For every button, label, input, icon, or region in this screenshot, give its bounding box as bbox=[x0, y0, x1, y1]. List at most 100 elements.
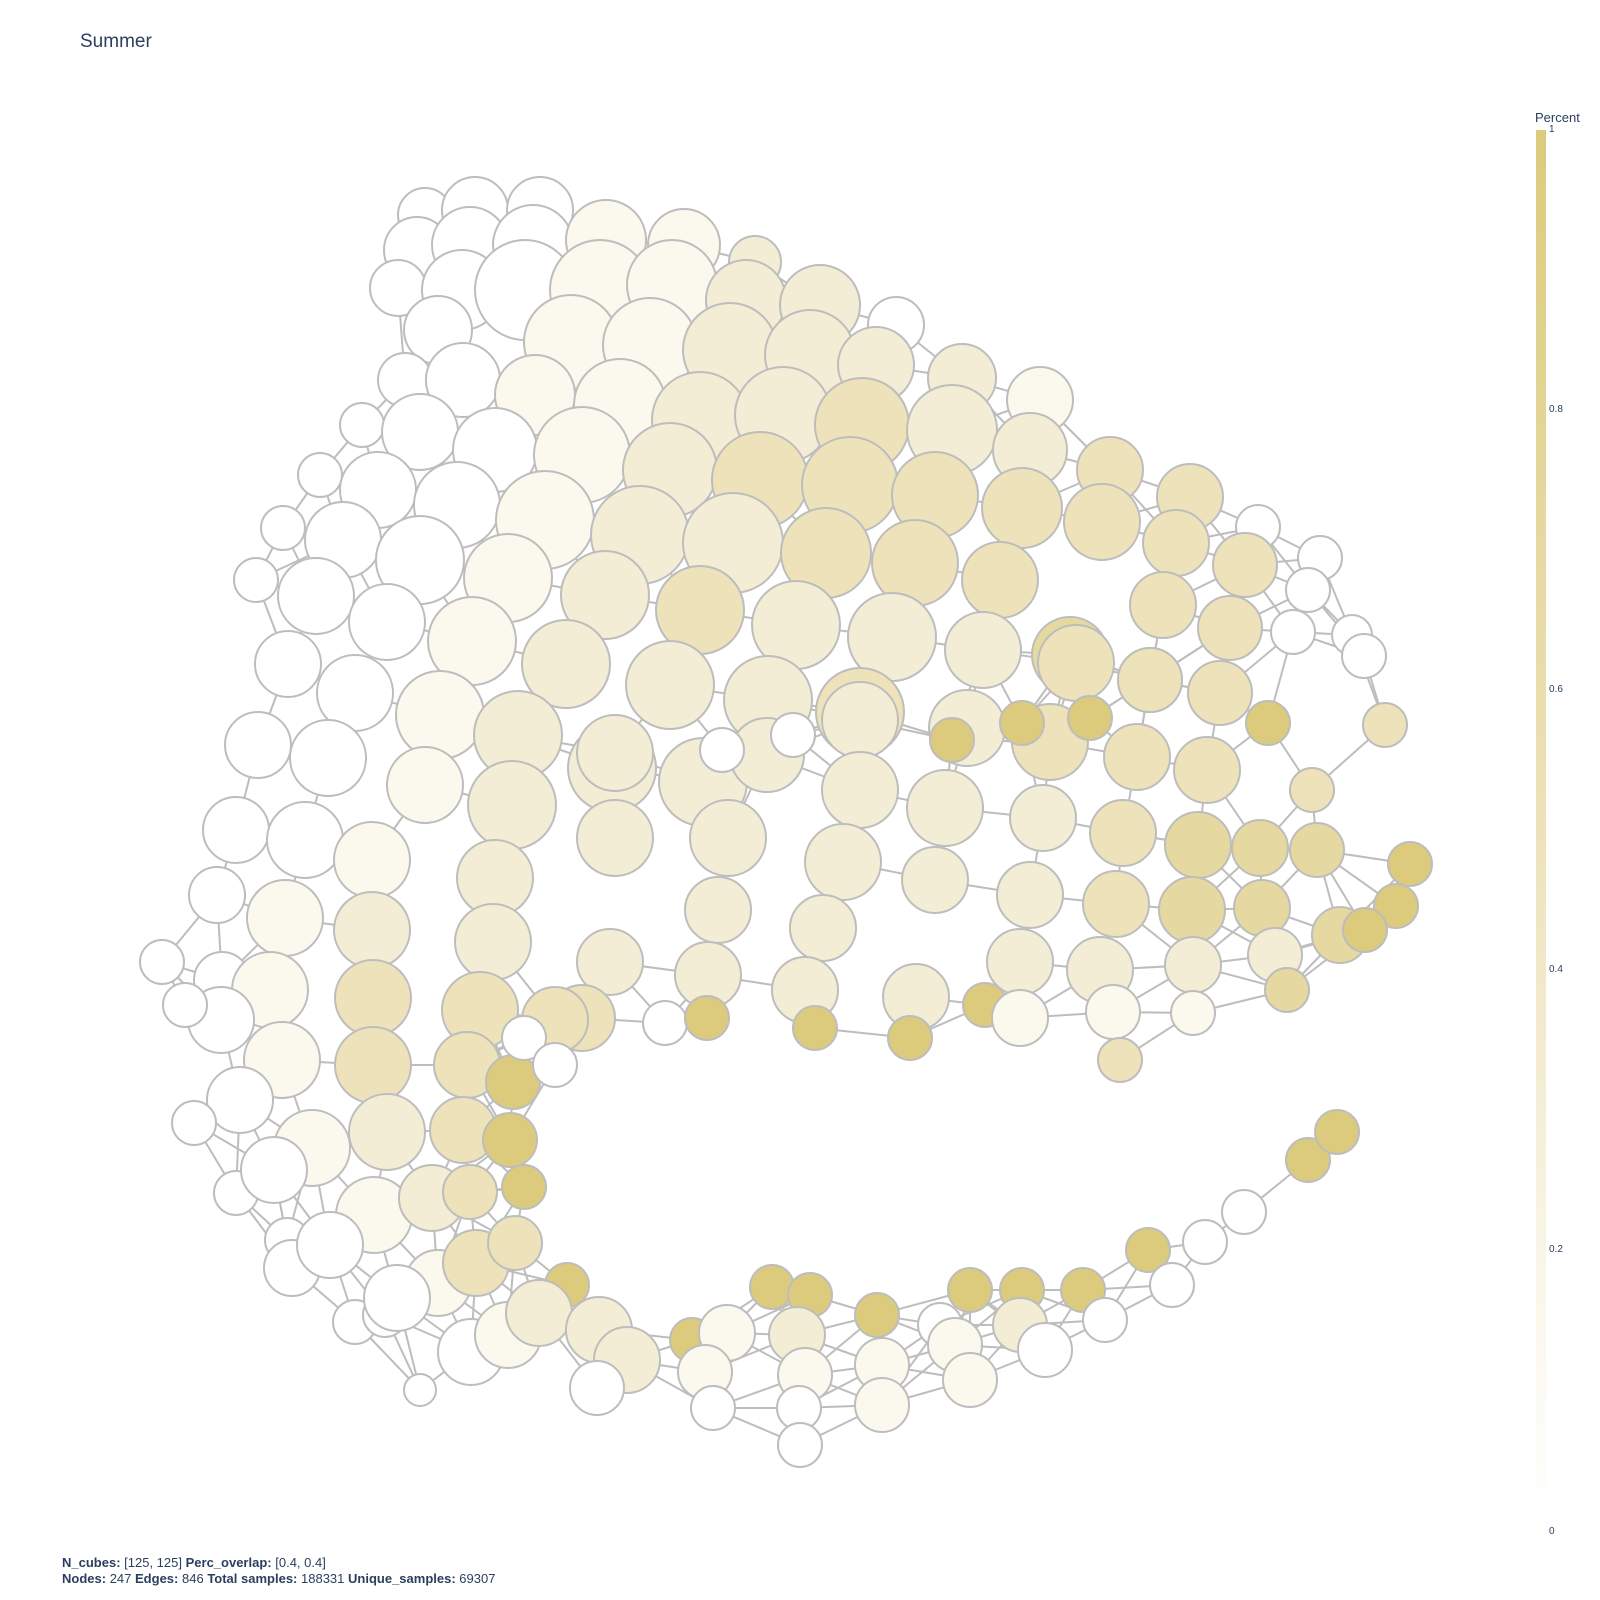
graph-node[interactable] bbox=[684, 876, 752, 944]
graph-node[interactable] bbox=[576, 714, 654, 792]
graph-node[interactable] bbox=[454, 903, 532, 981]
graph-node[interactable] bbox=[690, 1385, 736, 1431]
graph-node[interactable] bbox=[804, 823, 882, 901]
graph-node[interactable] bbox=[1089, 799, 1157, 867]
graph-node[interactable] bbox=[1285, 567, 1331, 613]
graph-node[interactable] bbox=[266, 801, 344, 879]
graph-node[interactable] bbox=[1085, 984, 1141, 1040]
graph-node[interactable] bbox=[1103, 723, 1171, 791]
graph-node[interactable] bbox=[240, 1136, 308, 1204]
graph-node[interactable] bbox=[642, 1000, 688, 1046]
graph-node[interactable] bbox=[981, 467, 1063, 549]
graph-node[interactable] bbox=[254, 630, 322, 698]
graph-node[interactable] bbox=[1289, 767, 1335, 813]
graph-node[interactable] bbox=[792, 1005, 838, 1051]
graph-node[interactable] bbox=[1197, 595, 1263, 661]
graph-node[interactable] bbox=[1231, 819, 1289, 877]
graph-node[interactable] bbox=[482, 1112, 538, 1168]
graph-node[interactable] bbox=[501, 1015, 547, 1061]
graph-node[interactable] bbox=[1233, 879, 1291, 937]
graph-node[interactable] bbox=[1285, 1137, 1331, 1183]
graph-node[interactable] bbox=[961, 541, 1039, 619]
graph-node[interactable] bbox=[1129, 571, 1197, 639]
graph-node[interactable] bbox=[1173, 736, 1241, 804]
graph-node[interactable] bbox=[1289, 822, 1345, 878]
graph-node[interactable] bbox=[1117, 647, 1183, 713]
graph-node[interactable] bbox=[1097, 1037, 1143, 1083]
graph-node[interactable] bbox=[532, 1042, 578, 1088]
graph-node[interactable] bbox=[403, 1373, 437, 1407]
graph-node[interactable] bbox=[906, 769, 984, 847]
graph-node[interactable] bbox=[363, 1264, 431, 1332]
graph-node[interactable] bbox=[996, 861, 1064, 929]
graph-node[interactable] bbox=[854, 1292, 900, 1338]
graph-node[interactable] bbox=[569, 1360, 625, 1416]
graph-node[interactable] bbox=[334, 1026, 412, 1104]
graph-node[interactable] bbox=[442, 1164, 498, 1220]
graph-node[interactable] bbox=[1164, 936, 1222, 994]
graph-node[interactable] bbox=[1221, 1189, 1267, 1235]
graph-node[interactable] bbox=[1182, 1219, 1228, 1265]
graph-node[interactable] bbox=[854, 1377, 910, 1433]
graph-node[interactable] bbox=[1082, 870, 1150, 938]
graph-node[interactable] bbox=[1341, 633, 1387, 679]
graph-node[interactable] bbox=[296, 1211, 364, 1279]
graph-node[interactable] bbox=[942, 1352, 998, 1408]
graph-node[interactable] bbox=[1387, 841, 1433, 887]
graph-node[interactable] bbox=[944, 611, 1022, 689]
graph-node[interactable] bbox=[821, 681, 899, 759]
graph-node[interactable] bbox=[339, 402, 385, 448]
graph-node[interactable] bbox=[334, 959, 412, 1037]
graph-node[interactable] bbox=[560, 550, 650, 640]
graph-node[interactable] bbox=[689, 799, 767, 877]
graph-node[interactable] bbox=[1270, 609, 1316, 655]
graph-node[interactable] bbox=[487, 1215, 543, 1271]
graph-node[interactable] bbox=[1314, 1109, 1360, 1155]
graph-node[interactable] bbox=[821, 751, 899, 829]
graph-node[interactable] bbox=[1212, 532, 1278, 598]
graph-node[interactable] bbox=[1342, 907, 1388, 953]
graph-node[interactable] bbox=[1009, 784, 1077, 852]
graph-node[interactable] bbox=[1164, 811, 1232, 879]
graph-node[interactable] bbox=[1037, 624, 1115, 702]
graph-node[interactable] bbox=[986, 928, 1054, 996]
graph-node[interactable] bbox=[333, 821, 411, 899]
graph-node[interactable] bbox=[1373, 883, 1419, 929]
graph-node[interactable] bbox=[1017, 1322, 1073, 1378]
graph-node[interactable] bbox=[576, 928, 644, 996]
graph-node[interactable] bbox=[289, 719, 367, 797]
graph-node[interactable] bbox=[684, 995, 730, 1041]
graph-node[interactable] bbox=[1082, 1297, 1128, 1343]
graph-node[interactable] bbox=[333, 891, 411, 969]
graph-node[interactable] bbox=[749, 1264, 795, 1310]
graph-node[interactable] bbox=[260, 505, 306, 551]
graph-node[interactable] bbox=[1158, 876, 1226, 944]
graph-node[interactable] bbox=[467, 760, 557, 850]
graph-node[interactable] bbox=[348, 583, 426, 661]
graph-node[interactable] bbox=[1063, 483, 1141, 561]
graph-node[interactable] bbox=[386, 746, 464, 824]
graph-node[interactable] bbox=[947, 1267, 993, 1313]
graph-node[interactable] bbox=[233, 557, 279, 603]
graph-node[interactable] bbox=[395, 670, 485, 760]
graph-node[interactable] bbox=[277, 557, 355, 635]
graph-node[interactable] bbox=[1149, 1262, 1195, 1308]
graph-node[interactable] bbox=[521, 619, 611, 709]
graph-node[interactable] bbox=[224, 711, 292, 779]
graph-node[interactable] bbox=[246, 879, 324, 957]
graph-node[interactable] bbox=[297, 452, 343, 498]
graph-node[interactable] bbox=[1125, 1227, 1171, 1273]
graph-node[interactable] bbox=[188, 866, 246, 924]
graph-node[interactable] bbox=[901, 846, 969, 914]
graph-node[interactable] bbox=[1362, 702, 1408, 748]
graph-node[interactable] bbox=[1170, 990, 1216, 1036]
graph-node[interactable] bbox=[1264, 967, 1310, 1013]
graph-node[interactable] bbox=[505, 1279, 573, 1347]
graph-node[interactable] bbox=[162, 982, 208, 1028]
graph-node[interactable] bbox=[991, 989, 1049, 1047]
graph-node[interactable] bbox=[699, 727, 745, 773]
graph-node[interactable] bbox=[770, 712, 816, 758]
graph-node[interactable] bbox=[501, 1164, 547, 1210]
graph-node[interactable] bbox=[625, 640, 715, 730]
graph-node[interactable] bbox=[171, 1100, 217, 1146]
